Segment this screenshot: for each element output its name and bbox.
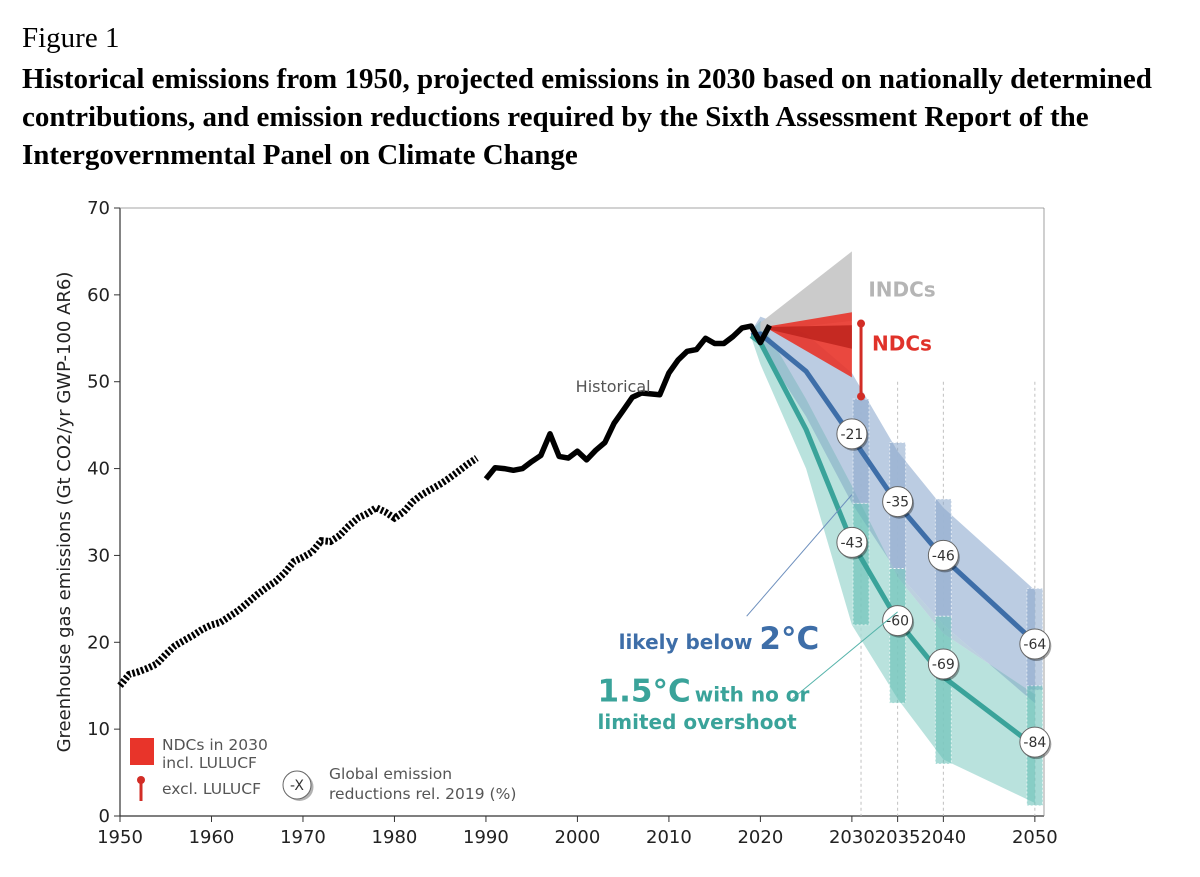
figure-label: Figure 1 [22,22,120,54]
legend-ndcs-swatch [130,738,154,765]
legend-marker [282,770,312,800]
band-overlap [751,320,1035,704]
x-tick-label: 1990 [463,827,509,848]
legend-excl-label: excl. LULUCF [162,780,261,798]
legend-marker-label: -X [290,778,304,794]
one-five-c-temp: 1.5 [598,673,653,709]
legend-excl-dot [137,776,145,784]
reduction-marker-label: -69 [932,657,955,673]
one-five-c-label-line1: with no or [695,682,810,706]
y-tick-label: 20 [87,632,110,653]
y-tick-label: 70 [87,198,110,219]
reduction-marker-label: -84 [1023,735,1046,751]
one-five-c-pointer-line [792,611,898,700]
reduction-marker [1019,628,1051,660]
x-tick-label: 2050 [1012,827,1058,848]
ndcs-excl-lulucf-end [857,319,866,328]
ndcs-excl-lulucf-end [857,392,866,401]
two-c-temp: 2 [759,621,781,657]
historical-label: Historical [576,377,651,396]
two-c-pointer-line [746,494,853,617]
reduction-marker [927,539,959,571]
x-tick-label: 2010 [646,827,692,848]
ndcs-inner-band [769,325,852,349]
y-tick-label: 10 [87,719,110,740]
two-c-degree: °C [781,621,819,657]
x-tick-label: 1970 [280,827,326,848]
historical-line-solid [483,323,772,481]
legend-reduction-label-1: Global emission [329,765,452,783]
x-tick-label: 2030 [829,827,875,848]
x-tick-label: 2000 [555,827,601,848]
legend-ndcs-label-1: NDCs in 2030 [162,736,268,754]
x-tick-label: 2040 [920,827,966,848]
x-tick-label: 2035 [875,827,921,848]
ndcs-label: NDCs [872,331,932,355]
two-c-label-text: likely below [619,630,760,654]
x-tick-label: 2020 [737,827,783,848]
indcs-band [760,251,852,332]
reduction-marker [927,648,959,680]
y-tick-label: 60 [87,285,110,306]
reduction-marker-label: -21 [840,427,863,443]
y-tick-label: 40 [87,459,110,480]
legend-ndcs-label-2: incl. LULUCF [162,754,257,772]
reduction-marker [1019,726,1051,758]
one-five-c-range-bar [934,615,952,765]
indcs-label: INDCs [868,278,935,302]
legend-reduction-label-2: reductions rel. 2019 (%) [329,785,516,803]
x-tick-label: 1980 [372,827,418,848]
x-tick-label: 1950 [97,827,143,848]
x-tick-label: 1960 [189,827,235,848]
y-axis-label: Greenhouse gas emissions (Gt CO2/yr GWP-… [54,272,75,753]
y-tick-label: 50 [87,372,110,393]
figure-title: Historical emissions from 1950, projecte… [22,63,1152,171]
reduction-marker-label: -64 [1023,637,1046,653]
reduction-marker-label: -60 [886,614,909,630]
reduction-marker [836,418,868,450]
reduction-marker-label: -35 [886,495,909,511]
reduction-marker-label: -46 [932,548,955,564]
reduction-marker [882,486,914,518]
two-c-label: likely below 2°C [619,621,820,657]
y-tick-label: 0 [99,806,110,827]
one-five-c-degree: °C [652,673,690,709]
y-tick-label: 30 [87,545,110,566]
one-five-c-label: 1.5°C with no or [598,673,810,709]
reduction-marker [882,605,914,637]
reduction-marker [836,526,868,558]
reduction-marker-label: -43 [840,535,863,551]
historical-line-dashed [117,455,479,688]
one-five-c-label-line2: limited overshoot [598,710,798,734]
